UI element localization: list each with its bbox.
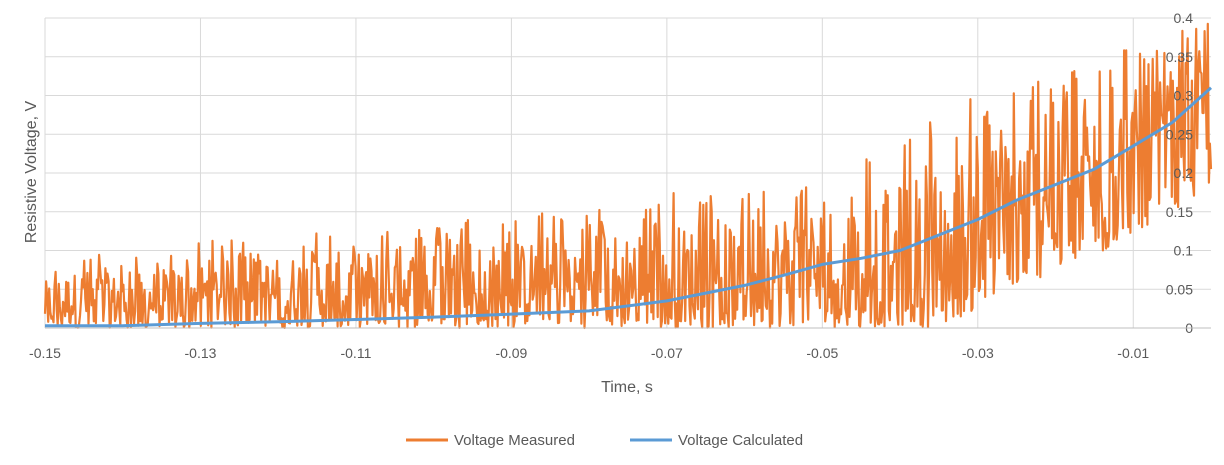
x-tick-label: -0.05 (806, 345, 838, 361)
x-tick-label: -0.01 (1117, 345, 1149, 361)
x-tick-label: -0.11 (340, 345, 371, 361)
x-tick-label: -0.13 (185, 345, 217, 361)
x-axis-title: Time, s (601, 379, 653, 396)
y-tick-label: 0.1 (1174, 243, 1194, 259)
x-tick-label: -0.09 (495, 345, 527, 361)
x-tick-label: -0.03 (962, 345, 994, 361)
legend: Voltage Measured Voltage Calculated (406, 432, 803, 449)
legend-label: Voltage Measured (454, 432, 575, 449)
legend-label: Voltage Calculated (678, 432, 803, 449)
y-tick-label: 0.05 (1166, 281, 1193, 297)
x-tick-label: -0.07 (651, 345, 683, 361)
y-tick-label: 0.35 (1166, 49, 1193, 65)
y-tick-label: 0.25 (1166, 126, 1193, 142)
y-axis-title: Resistive Voltage, V (23, 101, 40, 244)
series-layer (43, 22, 1213, 330)
x-tick-label: -0.15 (29, 345, 61, 361)
y-tick-label: 0.15 (1166, 204, 1193, 220)
series-line-voltage-measured (43, 22, 1213, 330)
y-tick-label: 0.4 (1174, 10, 1194, 26)
y-tick-label: 0.3 (1174, 88, 1194, 104)
y-tick-label: 0.2 (1174, 165, 1194, 181)
series-line-voltage-calculated (45, 86, 1213, 328)
axes: 00.050.10.150.20.250.30.350.4-0.15 -0.13-… (29, 10, 1211, 361)
